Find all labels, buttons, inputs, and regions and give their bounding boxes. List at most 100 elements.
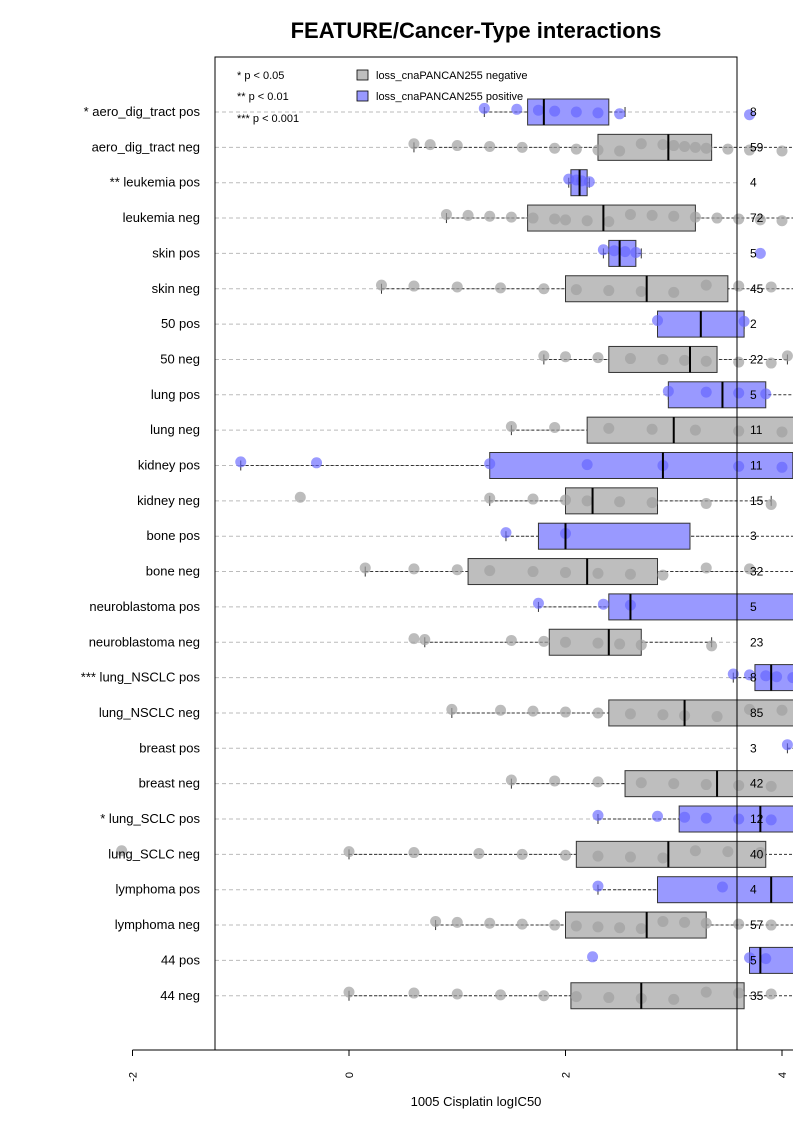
data-point-leukemia-neg xyxy=(689,211,701,223)
data-point-lung-sclc-pos xyxy=(765,814,777,826)
data-point-leukemia-neg xyxy=(484,210,496,222)
count-label-neuroblastoma-neg: 23 xyxy=(750,635,764,649)
data-point-leukemia-pos xyxy=(583,176,595,188)
data-point-50-neg xyxy=(679,354,691,366)
data-point-aero-dig-tract-neg xyxy=(635,138,647,150)
data-point-lymphoma-neg xyxy=(733,918,745,930)
data-point-kidney-neg xyxy=(700,498,712,510)
data-point-lung-nsclc-pos xyxy=(760,670,772,682)
count-label-lung-nsclc-pos: 8 xyxy=(750,671,757,685)
data-point-lymphoma-neg xyxy=(592,921,604,933)
data-point-lung-nsclc-pos xyxy=(727,668,739,680)
data-point-lung-sclc-pos xyxy=(700,812,712,824)
data-point-kidney-neg xyxy=(646,497,658,509)
data-point-aero-dig-tract-pos xyxy=(570,106,582,118)
data-point-breast-neg xyxy=(549,775,561,787)
data-point-lung-pos xyxy=(662,385,674,397)
count-label-44-neg: 35 xyxy=(750,989,764,1003)
data-point-lymphoma-neg xyxy=(516,918,528,930)
row-label-lymphoma-neg: lymphoma neg xyxy=(115,917,200,932)
data-point-leukemia-neg xyxy=(733,213,745,225)
data-point-aero-dig-tract-pos xyxy=(511,103,523,115)
data-point-skin-neg xyxy=(408,280,420,292)
count-label-50-pos: 2 xyxy=(750,317,757,331)
row-label-50-pos: 50 pos xyxy=(161,316,201,331)
data-point-skin-neg xyxy=(700,279,712,291)
data-point-leukemia-neg xyxy=(505,211,517,223)
data-point-aero-dig-tract-pos xyxy=(532,104,544,116)
data-point-kidney-pos xyxy=(581,459,593,471)
row-label-bone-neg: bone neg xyxy=(146,564,200,579)
count-label-lung-neg: 11 xyxy=(750,423,763,437)
data-point-50-neg xyxy=(538,350,550,362)
data-point-lymphoma-pos xyxy=(592,880,604,892)
row-label-breast-neg: breast neg xyxy=(139,776,200,791)
box-kidney-pos xyxy=(489,452,793,479)
data-point-neuroblastoma-neg xyxy=(592,637,604,649)
count-label-skin-pos: 5 xyxy=(750,246,757,260)
data-point-aero-dig-tract-neg xyxy=(657,139,669,151)
row-label-neuroblastoma-neg: neuroblastoma neg xyxy=(89,634,200,649)
data-point-lung-neg xyxy=(603,422,615,434)
significance-legend-3: *** p < 0.001 xyxy=(237,113,299,125)
row-label-lung-pos: lung pos xyxy=(151,387,201,402)
data-point-leukemia-neg xyxy=(560,214,571,226)
data-point-breast-neg xyxy=(592,776,604,788)
data-point-leukemia-neg xyxy=(527,212,539,224)
data-point-lymphoma-neg xyxy=(570,920,582,932)
data-point-aero-dig-tract-pos xyxy=(549,105,561,117)
data-point-50-pos xyxy=(738,315,750,327)
data-point-bone-neg xyxy=(560,566,571,578)
row-label-breast-pos: breast pos xyxy=(139,740,200,755)
data-point-44-neg xyxy=(343,986,355,998)
data-point-lung-nsclc-neg xyxy=(624,708,636,720)
data-point-aero-dig-tract-neg xyxy=(516,141,528,153)
data-point-kidney-pos xyxy=(235,456,247,468)
data-point-bone-neg xyxy=(451,564,463,576)
plot-area: * aero_dig_tract pos 8 aero_dig_tract neg 5… xyxy=(81,98,793,1010)
data-point-lung-nsclc-neg xyxy=(776,704,788,716)
data-point-leukemia-neg xyxy=(711,212,723,224)
row-label-44-pos: 44 pos xyxy=(161,952,201,967)
data-point-lung-sclc-neg xyxy=(689,845,701,857)
data-point-lung-neg xyxy=(646,423,658,435)
x-tick-label: 2 xyxy=(561,1072,573,1078)
data-point-skin-neg xyxy=(451,281,463,293)
box-kidney-neg xyxy=(565,487,659,515)
data-point-50-neg xyxy=(733,356,745,368)
data-point-lung-nsclc-neg xyxy=(744,703,756,715)
data-point-44-neg xyxy=(765,988,777,1000)
row-label-bone-pos: bone pos xyxy=(147,528,201,543)
data-point-kidney-neg xyxy=(581,495,593,507)
data-point-skin-neg xyxy=(603,285,615,297)
data-point-50-neg xyxy=(781,350,793,362)
data-point-bone-neg xyxy=(657,569,669,581)
data-point-leukemia-neg xyxy=(754,214,766,226)
row-label-lung-neg: lung neg xyxy=(150,422,200,437)
data-point-lymphoma-neg xyxy=(614,922,626,934)
data-point-kidney-neg xyxy=(765,498,777,510)
row-label-aero-dig-tract-pos: * aero_dig_tract pos xyxy=(84,104,201,119)
count-label-bone-neg: 32 xyxy=(750,565,764,579)
significance-legend-1: * p < 0.05 xyxy=(237,70,284,82)
significance-legend-2: ** p < 0.01 xyxy=(237,91,289,103)
data-point-lung-nsclc-neg xyxy=(495,704,507,716)
data-point-leukemia-neg xyxy=(776,215,788,227)
data-point-50-neg xyxy=(592,352,604,364)
data-point-kidney-pos xyxy=(484,458,496,470)
data-point-lung-sclc-neg xyxy=(560,849,571,861)
data-point-kidney-pos xyxy=(733,460,745,472)
data-point-lung-nsclc-neg xyxy=(446,703,458,715)
data-point-bone-neg xyxy=(700,562,712,574)
box-neuroblastoma-pos xyxy=(608,593,793,621)
data-point-44-pos xyxy=(760,953,772,965)
x-tick-label: -2 xyxy=(128,1072,140,1082)
data-point-lung-sclc-neg xyxy=(116,845,128,857)
data-point-breast-neg xyxy=(505,774,517,786)
data-point-lung-sclc-neg xyxy=(754,847,766,859)
row-label-leukemia-neg: leukemia neg xyxy=(123,210,200,225)
data-point-aero-dig-tract-neg xyxy=(570,143,582,155)
data-point-aero-dig-tract-neg xyxy=(744,144,756,156)
data-point-lymphoma-neg xyxy=(700,917,712,929)
row-label-kidney-neg: kidney neg xyxy=(137,493,200,508)
